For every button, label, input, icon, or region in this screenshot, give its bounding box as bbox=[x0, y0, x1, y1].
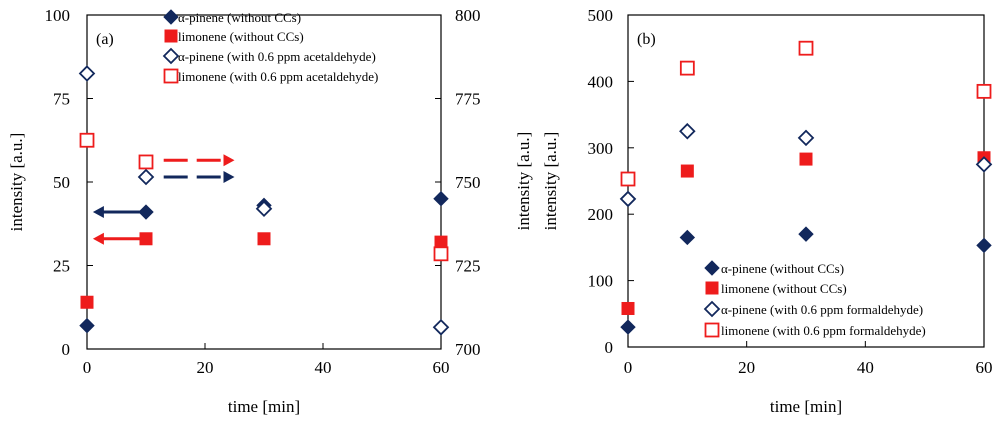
y2-tick-label: 750 bbox=[455, 173, 481, 192]
data-point bbox=[434, 235, 448, 249]
y2-tick-label: 800 bbox=[455, 6, 481, 25]
y-tick-label: 0 bbox=[605, 338, 614, 357]
data-point bbox=[679, 122, 696, 140]
data-point bbox=[432, 319, 450, 336]
legend-marker bbox=[703, 300, 721, 318]
arrow-head bbox=[223, 170, 235, 183]
y-tick-label: 400 bbox=[588, 72, 614, 91]
y-tick-label: 200 bbox=[588, 205, 614, 224]
data-point bbox=[797, 129, 815, 147]
legend-marker bbox=[704, 322, 720, 338]
legend-label: α-pinene (with 0.6 ppm formaldehyde) bbox=[721, 302, 923, 317]
arrow-head bbox=[92, 232, 104, 245]
x-tick-label: 60 bbox=[976, 358, 993, 377]
x-tick-label: 40 bbox=[857, 358, 874, 377]
y-tick-label: 50 bbox=[53, 173, 70, 192]
data-point bbox=[976, 83, 992, 99]
legend-label: α-pinene (with 0.6 ppm acetaldehyde) bbox=[178, 49, 376, 64]
y-tick-label: 500 bbox=[588, 6, 614, 25]
data-point bbox=[679, 229, 696, 246]
legend-label: limonene (without CCs) bbox=[721, 281, 847, 296]
x-tick-label: 40 bbox=[315, 358, 332, 377]
x-tick-label: 0 bbox=[624, 358, 633, 377]
y2-tick-label: 700 bbox=[455, 340, 481, 359]
data-point bbox=[976, 237, 992, 254]
legend-label: α-pinene (without CCs) bbox=[178, 10, 301, 25]
data-point bbox=[79, 132, 95, 148]
x-axis-label: time [min] bbox=[770, 397, 842, 416]
y-tick-label: 100 bbox=[588, 272, 614, 291]
legend-label: α-pinene (without CCs) bbox=[721, 261, 844, 276]
legend-label: limonene (without CCs) bbox=[178, 29, 304, 44]
legend-label: limonene (with 0.6 ppm acetaldehyde) bbox=[178, 69, 378, 84]
legend-marker bbox=[705, 281, 719, 295]
y-tick-label: 75 bbox=[53, 90, 70, 109]
x-tick-label: 20 bbox=[738, 358, 755, 377]
y-axis-label: intensity [a.u.] bbox=[7, 133, 26, 232]
y-tick-label: 25 bbox=[53, 257, 70, 276]
data-point bbox=[255, 200, 273, 217]
data-point bbox=[78, 65, 96, 82]
y-axis-label: intensity [a.u.] bbox=[514, 132, 533, 231]
data-point bbox=[138, 204, 154, 220]
arrow-head bbox=[223, 154, 235, 167]
data-point bbox=[799, 152, 813, 166]
legend-marker bbox=[163, 68, 179, 84]
data-point bbox=[621, 301, 635, 315]
legend-marker bbox=[164, 29, 178, 43]
data-point bbox=[619, 190, 637, 208]
x-tick-label: 20 bbox=[197, 358, 214, 377]
data-point bbox=[798, 40, 814, 56]
data-point bbox=[138, 154, 154, 170]
data-point bbox=[620, 319, 636, 335]
x-tick-label: 60 bbox=[433, 358, 450, 377]
data-point bbox=[433, 190, 449, 207]
x-tick-label: 0 bbox=[83, 358, 92, 377]
y2-tick-label: 775 bbox=[455, 90, 481, 109]
data-point bbox=[679, 60, 695, 76]
legend-label: limonene (with 0.6 ppm formaldehyde) bbox=[721, 323, 926, 338]
data-point bbox=[79, 317, 95, 334]
y-tick-label: 300 bbox=[588, 139, 614, 158]
x-axis-label: time [min] bbox=[228, 397, 300, 416]
plot-frame-a bbox=[86, 14, 442, 350]
y2-tick-label: 725 bbox=[455, 257, 481, 276]
y-tick-label: 100 bbox=[45, 6, 71, 25]
data-point bbox=[80, 295, 94, 309]
legend-marker bbox=[163, 9, 179, 25]
data-point bbox=[975, 156, 993, 173]
data-point bbox=[798, 226, 814, 242]
data-point bbox=[139, 232, 153, 246]
legend-marker bbox=[162, 47, 180, 65]
data-point bbox=[680, 164, 694, 178]
panel-label: (a) bbox=[96, 31, 114, 48]
data-point bbox=[137, 168, 155, 186]
data-point bbox=[433, 246, 449, 262]
legend-marker bbox=[704, 260, 720, 276]
data-point bbox=[257, 232, 271, 246]
panel-label: (b) bbox=[637, 31, 656, 48]
y-tick-label: 0 bbox=[62, 340, 71, 359]
data-point bbox=[620, 171, 636, 187]
arrow-head bbox=[92, 206, 104, 219]
y-axis-label-secondary: intensity [a.u.] bbox=[541, 132, 560, 231]
